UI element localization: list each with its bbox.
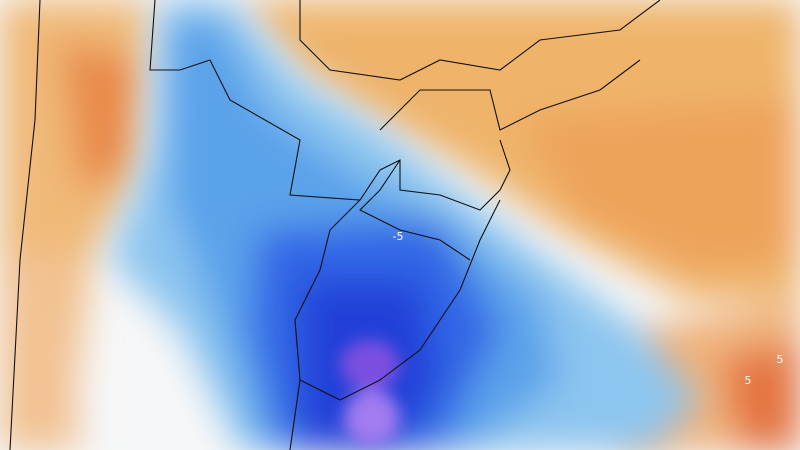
cold-core bbox=[340, 340, 400, 446]
contour-label: -5 bbox=[393, 230, 404, 243]
borders bbox=[9, 0, 661, 450]
contour-label: 5 bbox=[745, 374, 752, 387]
contour-label: 5 bbox=[777, 353, 784, 366]
